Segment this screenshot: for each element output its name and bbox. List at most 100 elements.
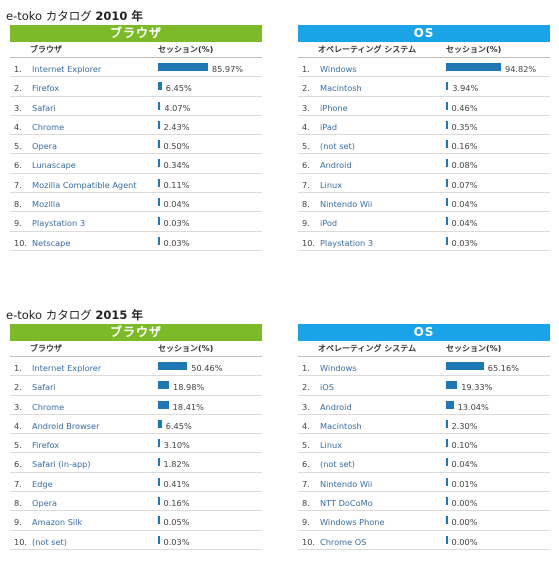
session-bar [158, 198, 160, 207]
row-name-link[interactable]: Chrome OS [320, 536, 367, 547]
row-name-link[interactable]: Internet Explorer [32, 363, 102, 373]
row-name-link[interactable]: Android [320, 401, 352, 412]
row-name-link[interactable]: Android [320, 160, 352, 171]
session-bar [158, 140, 160, 149]
table-row: 7. Linux 0.07% [298, 173, 550, 194]
table-rows: 1. Windows 94.82% 2. Macintosh 3.94% 3. iPhone 0… [298, 58, 550, 251]
row-name-link[interactable]: Android Browser [32, 420, 100, 431]
row-name-link[interactable]: Lunascape [32, 160, 76, 171]
table-row: 1. Internet Explorer 50.46% [10, 357, 262, 377]
row-name-link[interactable]: Edge [32, 478, 53, 489]
row-name-link[interactable]: Playstation 3 [320, 237, 374, 248]
session-percent: 2.30% [451, 420, 478, 431]
row-rank: 8. [302, 199, 310, 210]
row-rank: 10. [302, 536, 316, 547]
row-name-link[interactable]: (not set) [320, 141, 355, 152]
session-percent: 0.05% [163, 517, 190, 528]
session-bar [446, 236, 448, 245]
row-name-link[interactable]: Safari [32, 382, 56, 393]
row-rank: 5. [302, 440, 310, 451]
session-bar [446, 516, 448, 525]
table-row: 5. Linux 0.10% [298, 434, 550, 454]
session-bar [158, 63, 208, 71]
session-bar [446, 497, 448, 506]
row-rank: 1. [302, 363, 310, 373]
row-name-link[interactable]: Nintendo Wii [320, 199, 373, 210]
row-name-link[interactable]: Nintendo Wii [320, 478, 373, 489]
session-percent: 65.16% [487, 363, 520, 373]
panel-header: OS [298, 25, 550, 42]
row-name-link[interactable]: Firefox [32, 440, 60, 451]
row-rank: 5. [14, 141, 22, 152]
row-name-link[interactable]: Opera [32, 141, 58, 152]
row-name-link[interactable]: Chrome [32, 401, 65, 412]
row-rank: 3. [14, 102, 22, 113]
table-row: 9. iPod 0.04% [298, 212, 550, 232]
row-rank: 7. [14, 179, 22, 190]
row-name-link[interactable]: Windows Phone [320, 517, 385, 528]
table-row: 1. Windows 65.16% [298, 357, 550, 377]
table-row: 1. Windows 94.82% [298, 58, 550, 78]
row-name-link[interactable]: Mozilla Compatible Agent [32, 179, 137, 190]
row-name-link[interactable]: iPhone [320, 102, 348, 113]
column-label-name: オペレーティング システム [318, 344, 417, 353]
table-row: 10. Playstation 3 0.03% [298, 231, 550, 251]
session-percent: 0.08% [451, 160, 478, 171]
session-bar [158, 497, 160, 506]
row-rank: 4. [302, 121, 310, 132]
row-rank: 6. [302, 160, 310, 171]
row-name-link[interactable]: Safari [32, 102, 56, 113]
row-name-link[interactable]: Linux [320, 179, 343, 190]
row-rank: 9. [14, 218, 22, 229]
row-name-link[interactable]: Macintosh [320, 83, 362, 94]
table-row: 4. iPad 0.35% [298, 115, 550, 136]
row-name-link[interactable]: Linux [320, 440, 343, 451]
row-name-link[interactable]: (not set) [32, 536, 67, 547]
panel-header: ブラウザ [10, 324, 262, 341]
section-title-2015: e-toko カタログ 2015 年 [6, 307, 143, 323]
session-percent: 0.03% [163, 218, 190, 229]
column-label-sessions: セッション(%) [158, 45, 214, 54]
table-row: 2. Macintosh 3.94% [298, 77, 550, 97]
row-name-link[interactable]: NTT DoCoMo [320, 498, 373, 509]
row-name-link[interactable]: Mozilla [32, 199, 61, 210]
row-rank: 6. [14, 160, 22, 171]
row-rank: 2. [302, 382, 310, 393]
row-name-link[interactable]: Firefox [32, 83, 60, 94]
row-name-link[interactable]: iPad [320, 121, 338, 132]
session-percent: 0.11% [163, 179, 190, 190]
row-name-link[interactable]: iPod [320, 218, 338, 229]
table-row: 2. iOS 19.33% [298, 376, 550, 396]
row-name-link[interactable]: Macintosh [320, 420, 362, 431]
row-name-link[interactable]: Opera [32, 498, 58, 509]
row-rank: 9. [302, 218, 310, 229]
table-row: 9. Playstation 3 0.03% [10, 212, 262, 232]
session-bar [158, 217, 160, 226]
row-name-link[interactable]: Amazon Silk [32, 517, 83, 528]
row-rank: 7. [302, 478, 310, 489]
session-percent: 0.04% [163, 199, 190, 210]
session-bar [158, 458, 160, 467]
row-name-link[interactable]: Playstation 3 [32, 218, 86, 229]
os-panel-2015: OS オペレーティング システム セッション(%) 1. Windows 65.16… [298, 324, 550, 550]
row-rank: 1. [14, 363, 22, 373]
row-name-link[interactable]: Netscape [32, 237, 71, 248]
table-row: 3. Chrome 18.41% [10, 395, 262, 415]
row-name-link[interactable]: iOS [320, 382, 334, 393]
row-name-link[interactable]: Windows [320, 363, 357, 373]
browser-panel-2015: ブラウザ ブラウザ セッション(%) 1. Internet Explorer 50… [10, 324, 262, 550]
table-row: 5. Firefox 3.10% [10, 434, 262, 454]
row-rank: 10. [14, 536, 28, 547]
session-bar [446, 400, 454, 409]
session-bar [446, 362, 484, 370]
session-percent: 0.04% [451, 218, 478, 229]
row-name-link[interactable]: Safari (in-app) [32, 459, 91, 470]
row-name-link[interactable]: Chrome [32, 121, 65, 132]
table-row: 10. (not set) 0.03% [10, 530, 262, 550]
row-name-link[interactable]: (not set) [320, 459, 355, 470]
row-name-link[interactable]: Internet Explorer [32, 64, 102, 74]
session-bar [446, 101, 448, 110]
row-name-link[interactable]: Windows [320, 64, 357, 74]
row-rank: 10. [302, 237, 316, 248]
session-bar [446, 63, 501, 71]
